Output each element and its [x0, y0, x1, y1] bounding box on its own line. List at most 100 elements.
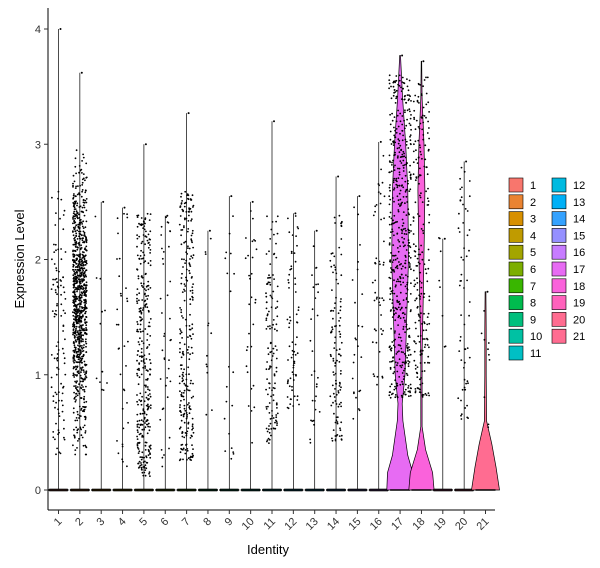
legend-label-12: 12 [573, 180, 585, 192]
legend-key-6 [508, 261, 524, 277]
y-tick-label-0: 0 [35, 485, 41, 497]
violin-11 [262, 120, 282, 492]
legend-label-19: 19 [573, 298, 585, 310]
legend-label-13: 13 [573, 197, 585, 209]
legend-label-14: 14 [573, 214, 585, 226]
legend-item-20: 20 [551, 312, 585, 327]
x-tick-label-13: 13 [304, 516, 321, 533]
y-axis-title: Expression Level [12, 209, 27, 308]
legend-item-17: 17 [551, 261, 585, 277]
x-tick-label-5: 5 [137, 516, 150, 529]
legend-key-7 [508, 278, 524, 294]
x-tick-label-21: 21 [474, 516, 491, 533]
violin-21 [471, 290, 500, 491]
points-6 [159, 214, 172, 468]
violin-shape-21 [471, 291, 500, 491]
legend-key-3 [508, 211, 524, 226]
points-12 [286, 212, 300, 410]
points-15 [351, 195, 364, 420]
x-tick-label-10: 10 [240, 516, 257, 533]
legend-label-21: 21 [573, 331, 585, 343]
legend-label-3: 3 [530, 214, 536, 226]
violin-shape-17 [386, 55, 414, 491]
legend-item-1: 1 [508, 177, 536, 193]
violin-8 [197, 229, 218, 492]
y-tick-label-1: 1 [35, 370, 41, 382]
legend-item-18: 18 [551, 278, 585, 294]
legend-key-15 [551, 228, 567, 243]
violin-shape-18 [408, 60, 435, 491]
points-2 [72, 71, 88, 456]
x-tick-label-14: 14 [325, 516, 342, 533]
x-tick-label-18: 18 [410, 516, 427, 533]
legend-key-8 [508, 295, 524, 310]
violin-3 [91, 200, 112, 492]
points-20 [457, 160, 471, 420]
points-4 [115, 206, 129, 468]
legend-key-18 [551, 278, 567, 294]
x-tick-label-12: 12 [282, 516, 299, 533]
legend-item-13: 13 [551, 194, 585, 210]
violin-16 [368, 140, 389, 492]
x-axis-title: Identity [247, 542, 289, 557]
violin-14 [326, 175, 347, 492]
violin-12 [283, 212, 304, 492]
legend-item-4: 4 [508, 228, 536, 243]
violin-9 [219, 195, 240, 492]
points-7 [178, 112, 195, 462]
x-tick-label-7: 7 [180, 516, 193, 529]
legend-key-1 [508, 177, 524, 193]
legend-key-12 [551, 177, 567, 193]
points-9 [223, 195, 236, 460]
legend-item-7: 7 [508, 278, 536, 294]
legend-label-9: 9 [530, 314, 536, 326]
legend-label-15: 15 [573, 230, 585, 242]
violin-6 [155, 214, 176, 492]
legend-key-14 [551, 211, 567, 226]
x-tick-label-17: 17 [389, 516, 406, 533]
violin-10 [240, 200, 261, 492]
legend-item-16: 16 [551, 244, 585, 260]
plot-area [48, 28, 500, 492]
points-11 [265, 120, 279, 444]
violin-7 [176, 112, 197, 492]
violin-5 [133, 143, 154, 492]
x-tick-label-11: 11 [262, 516, 279, 533]
points-17 [388, 54, 412, 399]
x-tick-label-8: 8 [201, 516, 214, 529]
legend-key-17 [551, 261, 567, 277]
points-18 [412, 60, 431, 398]
points-21 [480, 290, 491, 429]
points-19 [438, 237, 447, 348]
legend-key-16 [551, 244, 567, 260]
legend-item-3: 3 [508, 211, 536, 226]
violin-17 [386, 54, 414, 491]
x-tick-label-3: 3 [95, 516, 108, 529]
y-tick-label-4: 4 [35, 24, 41, 36]
y-tick-label-2: 2 [35, 255, 41, 267]
violin-19 [432, 237, 453, 492]
legend-label-17: 17 [573, 264, 585, 276]
legend-label-4: 4 [530, 230, 536, 242]
legend-item-5: 5 [508, 244, 536, 260]
violin-20 [454, 160, 475, 492]
legend-item-12: 12 [551, 177, 585, 193]
legend-label-11: 11 [530, 348, 541, 360]
legend-item-19: 19 [551, 295, 585, 310]
points-1 [50, 28, 67, 456]
x-tick-label-15: 15 [346, 516, 363, 533]
violin-15 [347, 195, 368, 492]
legend-item-21: 21 [551, 328, 585, 344]
legend-key-19 [551, 295, 567, 310]
violin-1 [48, 28, 69, 492]
legend-key-13 [551, 194, 567, 210]
legend-label-20: 20 [573, 314, 585, 326]
legend-item-10: 10 [508, 328, 542, 344]
points-14 [329, 175, 343, 442]
legend-key-2 [508, 194, 524, 210]
x-tick-label-9: 9 [223, 516, 236, 529]
violin-4 [112, 206, 133, 492]
points-3 [94, 200, 108, 391]
